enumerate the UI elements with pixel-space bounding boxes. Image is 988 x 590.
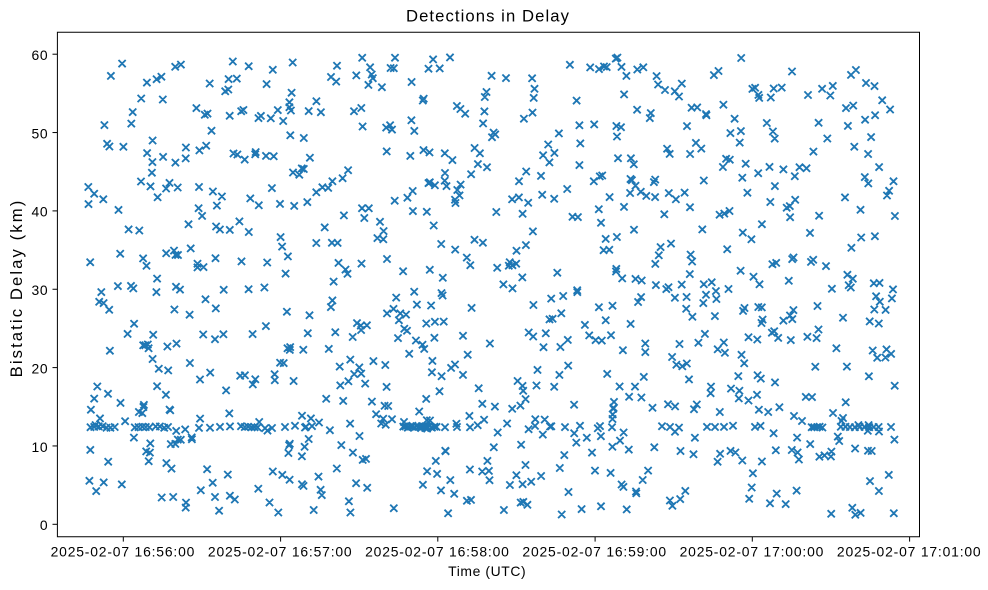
svg-text:30: 30 bbox=[32, 282, 49, 298]
svg-text:Bistatic Delay (km): Bistatic Delay (km) bbox=[7, 199, 26, 378]
svg-text:50: 50 bbox=[32, 125, 49, 141]
svg-text:40: 40 bbox=[32, 204, 49, 220]
svg-text:Detections in Delay: Detections in Delay bbox=[406, 7, 570, 26]
svg-text:2025-02-07 16:59:00: 2025-02-07 16:59:00 bbox=[522, 544, 667, 560]
svg-text:2025-02-07 16:56:00: 2025-02-07 16:56:00 bbox=[51, 544, 196, 560]
svg-text:0: 0 bbox=[40, 517, 48, 533]
svg-text:60: 60 bbox=[32, 47, 49, 63]
svg-text:20: 20 bbox=[32, 360, 49, 376]
svg-text:2025-02-07 17:01:00: 2025-02-07 17:01:00 bbox=[837, 544, 982, 560]
svg-text:2025-02-07 16:57:00: 2025-02-07 16:57:00 bbox=[208, 544, 353, 560]
svg-text:10: 10 bbox=[32, 439, 49, 455]
svg-text:Time (UTC): Time (UTC) bbox=[448, 563, 526, 579]
svg-text:2025-02-07 17:00:00: 2025-02-07 17:00:00 bbox=[680, 544, 825, 560]
svg-text:2025-02-07 16:58:00: 2025-02-07 16:58:00 bbox=[365, 544, 510, 560]
